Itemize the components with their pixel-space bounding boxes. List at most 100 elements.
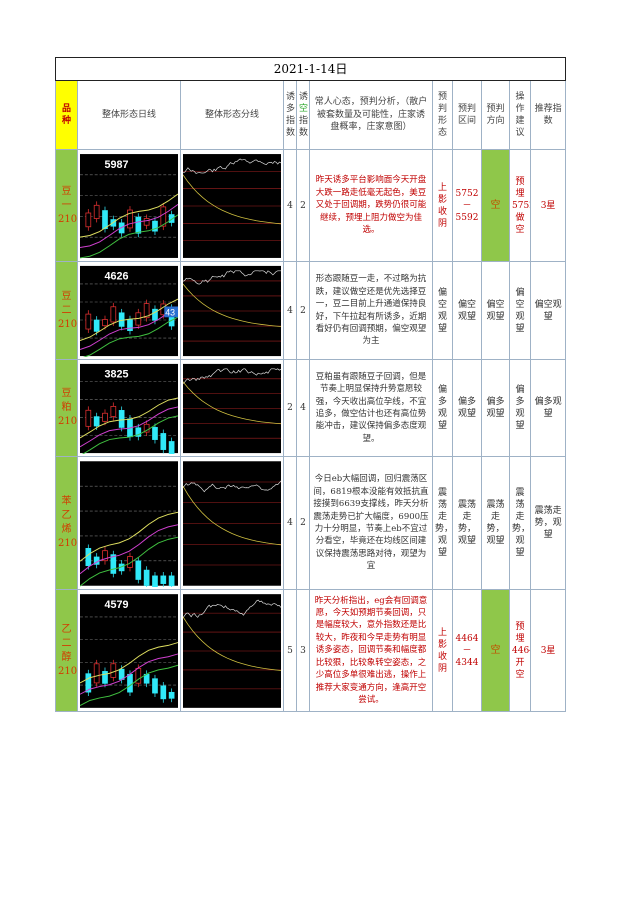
moving-average-line bbox=[80, 641, 178, 683]
moving-average-line bbox=[82, 316, 178, 357]
minute-chart bbox=[180, 456, 284, 590]
candle bbox=[127, 318, 133, 331]
candle bbox=[152, 308, 158, 321]
advice-cell: 震荡走势，观望 bbox=[509, 456, 531, 590]
analysis-text: 今日eb大幅回调，回归震荡区间，6819根本没能有效抵抗直接摸到6639支撑线，… bbox=[309, 456, 433, 590]
candle bbox=[102, 412, 108, 422]
lure-short-index: 2 bbox=[296, 261, 310, 360]
table-row: 乙二醇2105 4579 53昨天分析指出，eg会有回调意愿，今天如预期节奏回调，只… bbox=[55, 589, 567, 712]
candle bbox=[102, 670, 108, 684]
header-analysis: 常人心态，预判分析，（散户被套数量及可能性，庄家诱盘概率，庄家意图） bbox=[309, 80, 433, 150]
moving-average-line bbox=[80, 298, 178, 341]
header-lure-short-mid: 空 bbox=[299, 104, 309, 114]
average-price-line bbox=[183, 283, 281, 327]
candle bbox=[152, 677, 158, 693]
candle bbox=[118, 311, 125, 327]
header-minute: 整体形态分线 bbox=[180, 80, 284, 150]
table-row: 苯乙烯2102 42今日eb大幅回调，回归震荡区间，6819根本没能有效抵抗直接摸… bbox=[55, 456, 567, 590]
header-lure-short-prefix: 诱 bbox=[299, 92, 309, 102]
rating-cell: 3星 bbox=[529, 589, 567, 712]
lure-long-index: 5 bbox=[283, 589, 297, 712]
average-price-line bbox=[183, 380, 281, 424]
candle bbox=[168, 575, 175, 586]
candle bbox=[85, 313, 92, 329]
candle bbox=[93, 415, 100, 426]
candle bbox=[102, 318, 108, 326]
candle bbox=[110, 662, 117, 678]
range-cell: 偏空观望 bbox=[452, 261, 482, 360]
rating-cell: 偏空观望 bbox=[529, 261, 567, 360]
minute-chart-image bbox=[183, 593, 281, 708]
header-pattern: 预判形态 bbox=[432, 80, 453, 150]
pattern-cell: 上影收阴 bbox=[432, 589, 453, 712]
daily-chart: 4626 43 bbox=[77, 261, 181, 360]
price-tag bbox=[164, 305, 178, 317]
header-daily: 整体形态日线 bbox=[77, 80, 181, 150]
daily-chart: 3825 bbox=[77, 359, 181, 457]
average-price-line bbox=[183, 174, 281, 224]
variety-cell: 苯乙烯2102 bbox=[55, 456, 78, 590]
candle bbox=[118, 409, 125, 428]
moving-average-line bbox=[80, 213, 178, 258]
moving-average-line bbox=[80, 511, 178, 562]
moving-average-line bbox=[80, 307, 178, 350]
minute-chart bbox=[180, 589, 284, 712]
advice-cell: 偏多观望 bbox=[509, 359, 531, 457]
header-lure-short-suffix: 指数 bbox=[299, 116, 309, 138]
pattern-cell: 偏多观望 bbox=[432, 359, 453, 457]
candle bbox=[143, 217, 150, 226]
minute-chart-image bbox=[183, 265, 281, 356]
direction-cell: 空 bbox=[481, 149, 510, 262]
advice-cell: 偏空观望 bbox=[509, 261, 531, 360]
analysis-text: 昨天分析指出，eg会有回调意愿，今天如预期节奏回调，只是幅度较大，意外指数还是比… bbox=[309, 589, 433, 712]
average-price-line bbox=[183, 485, 281, 545]
range-cell: 震荡走势，观望 bbox=[452, 456, 482, 590]
candle bbox=[93, 319, 100, 332]
price-line bbox=[183, 480, 281, 492]
moving-average-line bbox=[80, 203, 178, 248]
daily-chart-image: 5987 bbox=[80, 153, 178, 258]
pattern-cell: 震荡走势，观望 bbox=[432, 456, 453, 590]
candle bbox=[160, 205, 167, 227]
range-cell: 4464－4344 bbox=[452, 589, 482, 712]
variety-cell: 豆粕2105 bbox=[55, 359, 78, 457]
chart-price-label: 4626 bbox=[105, 270, 129, 282]
candle bbox=[110, 405, 117, 417]
direction-cell: 偏多观望 bbox=[481, 359, 510, 457]
chart-price-label: 5987 bbox=[105, 158, 129, 170]
candle bbox=[168, 213, 175, 223]
daily-chart-image: 4626 43 bbox=[80, 265, 178, 357]
header-direction: 预判方向 bbox=[481, 80, 510, 150]
analysis-table: 2021-1-14日 品种 整体形态日线 整体形态分线 诱多指数 诱空指数 常人… bbox=[54, 57, 567, 712]
candle bbox=[102, 549, 108, 561]
moving-average-line bbox=[80, 664, 178, 706]
daily-chart: 4579 bbox=[77, 589, 181, 712]
daily-chart-image bbox=[80, 460, 178, 587]
pattern-cell: 上影收阴 bbox=[432, 149, 453, 262]
lure-long-index: 4 bbox=[283, 456, 297, 590]
direction-cell: 震荡走势，观望 bbox=[481, 456, 510, 590]
rating-cell: 3星 bbox=[529, 149, 567, 262]
range-cell: 5752－5592 bbox=[452, 149, 482, 262]
minute-chart bbox=[180, 261, 284, 360]
candle bbox=[93, 662, 100, 683]
minute-chart bbox=[180, 359, 284, 457]
candle bbox=[127, 673, 133, 692]
price-line bbox=[183, 158, 281, 174]
direction-cell: 偏空观望 bbox=[481, 261, 510, 360]
lure-short-index: 4 bbox=[296, 359, 310, 457]
header-range: 预判区间 bbox=[452, 80, 482, 150]
price-line bbox=[183, 269, 281, 285]
chart-price-label: 4579 bbox=[105, 598, 129, 610]
advice-cell: 预埋5752做空 bbox=[509, 149, 531, 262]
candle bbox=[85, 547, 92, 566]
moving-average-line bbox=[80, 193, 178, 238]
header-advice: 操作建议 bbox=[509, 80, 531, 150]
lure-short-index: 2 bbox=[296, 456, 310, 590]
lure-short-index: 2 bbox=[296, 149, 310, 262]
candle bbox=[118, 668, 125, 680]
moving-average-line bbox=[80, 652, 178, 695]
analysis-text: 昨天诱多平台影响面今天开盘大跌一路走低毫无起色，美豆又处于回调期，跌势仍很可能继… bbox=[309, 149, 433, 262]
